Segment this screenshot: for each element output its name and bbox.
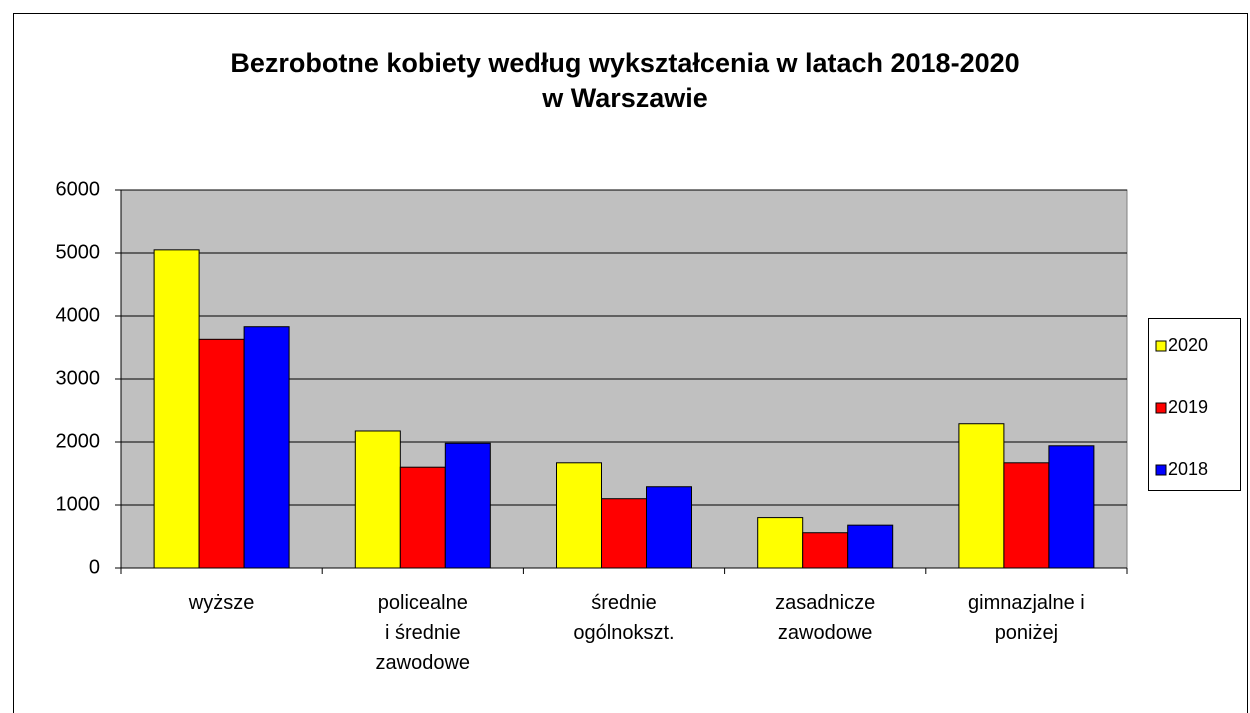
x-tick-label: gimnazjalne i poniżej xyxy=(968,592,1085,644)
bar xyxy=(1003,462,1050,569)
y-tick-label: 3000 xyxy=(56,367,101,389)
y-tick-label: 6000 xyxy=(56,178,101,200)
x-tick-label: zasadnicze zawodowe xyxy=(775,592,876,644)
bar xyxy=(757,517,804,569)
legend-swatch xyxy=(1155,340,1167,352)
legend-swatch xyxy=(1155,402,1167,414)
y-tick-label: 1000 xyxy=(56,493,101,515)
bar xyxy=(243,326,290,569)
bar xyxy=(802,532,849,569)
bar xyxy=(354,430,401,569)
x-tick-label: policealne i średnie zawodowe xyxy=(375,592,471,674)
legend-label: 2020 xyxy=(1168,335,1208,355)
y-tick-label: 4000 xyxy=(56,304,101,326)
bar xyxy=(1048,445,1095,569)
x-tick-label: średnie ogólnokszt. xyxy=(573,592,675,644)
legend-swatch xyxy=(1155,464,1167,476)
bar xyxy=(444,442,491,569)
bar xyxy=(847,524,894,569)
bar xyxy=(646,486,692,569)
legend-label: 2019 xyxy=(1168,397,1208,417)
x-tick-label: wyższe xyxy=(188,592,255,614)
chart-frame xyxy=(13,13,1248,713)
bar xyxy=(958,423,1005,569)
bar xyxy=(556,462,602,569)
bar xyxy=(153,249,200,569)
chart-title: Bezrobotne kobiety według wykształcenia … xyxy=(230,48,1020,113)
bar xyxy=(399,466,446,569)
y-tick-label: 0 xyxy=(89,556,100,578)
bar xyxy=(601,498,647,569)
bar xyxy=(198,338,245,569)
y-tick-label: 2000 xyxy=(56,430,101,452)
legend-label: 2018 xyxy=(1168,459,1208,479)
y-tick-label: 5000 xyxy=(56,241,101,263)
